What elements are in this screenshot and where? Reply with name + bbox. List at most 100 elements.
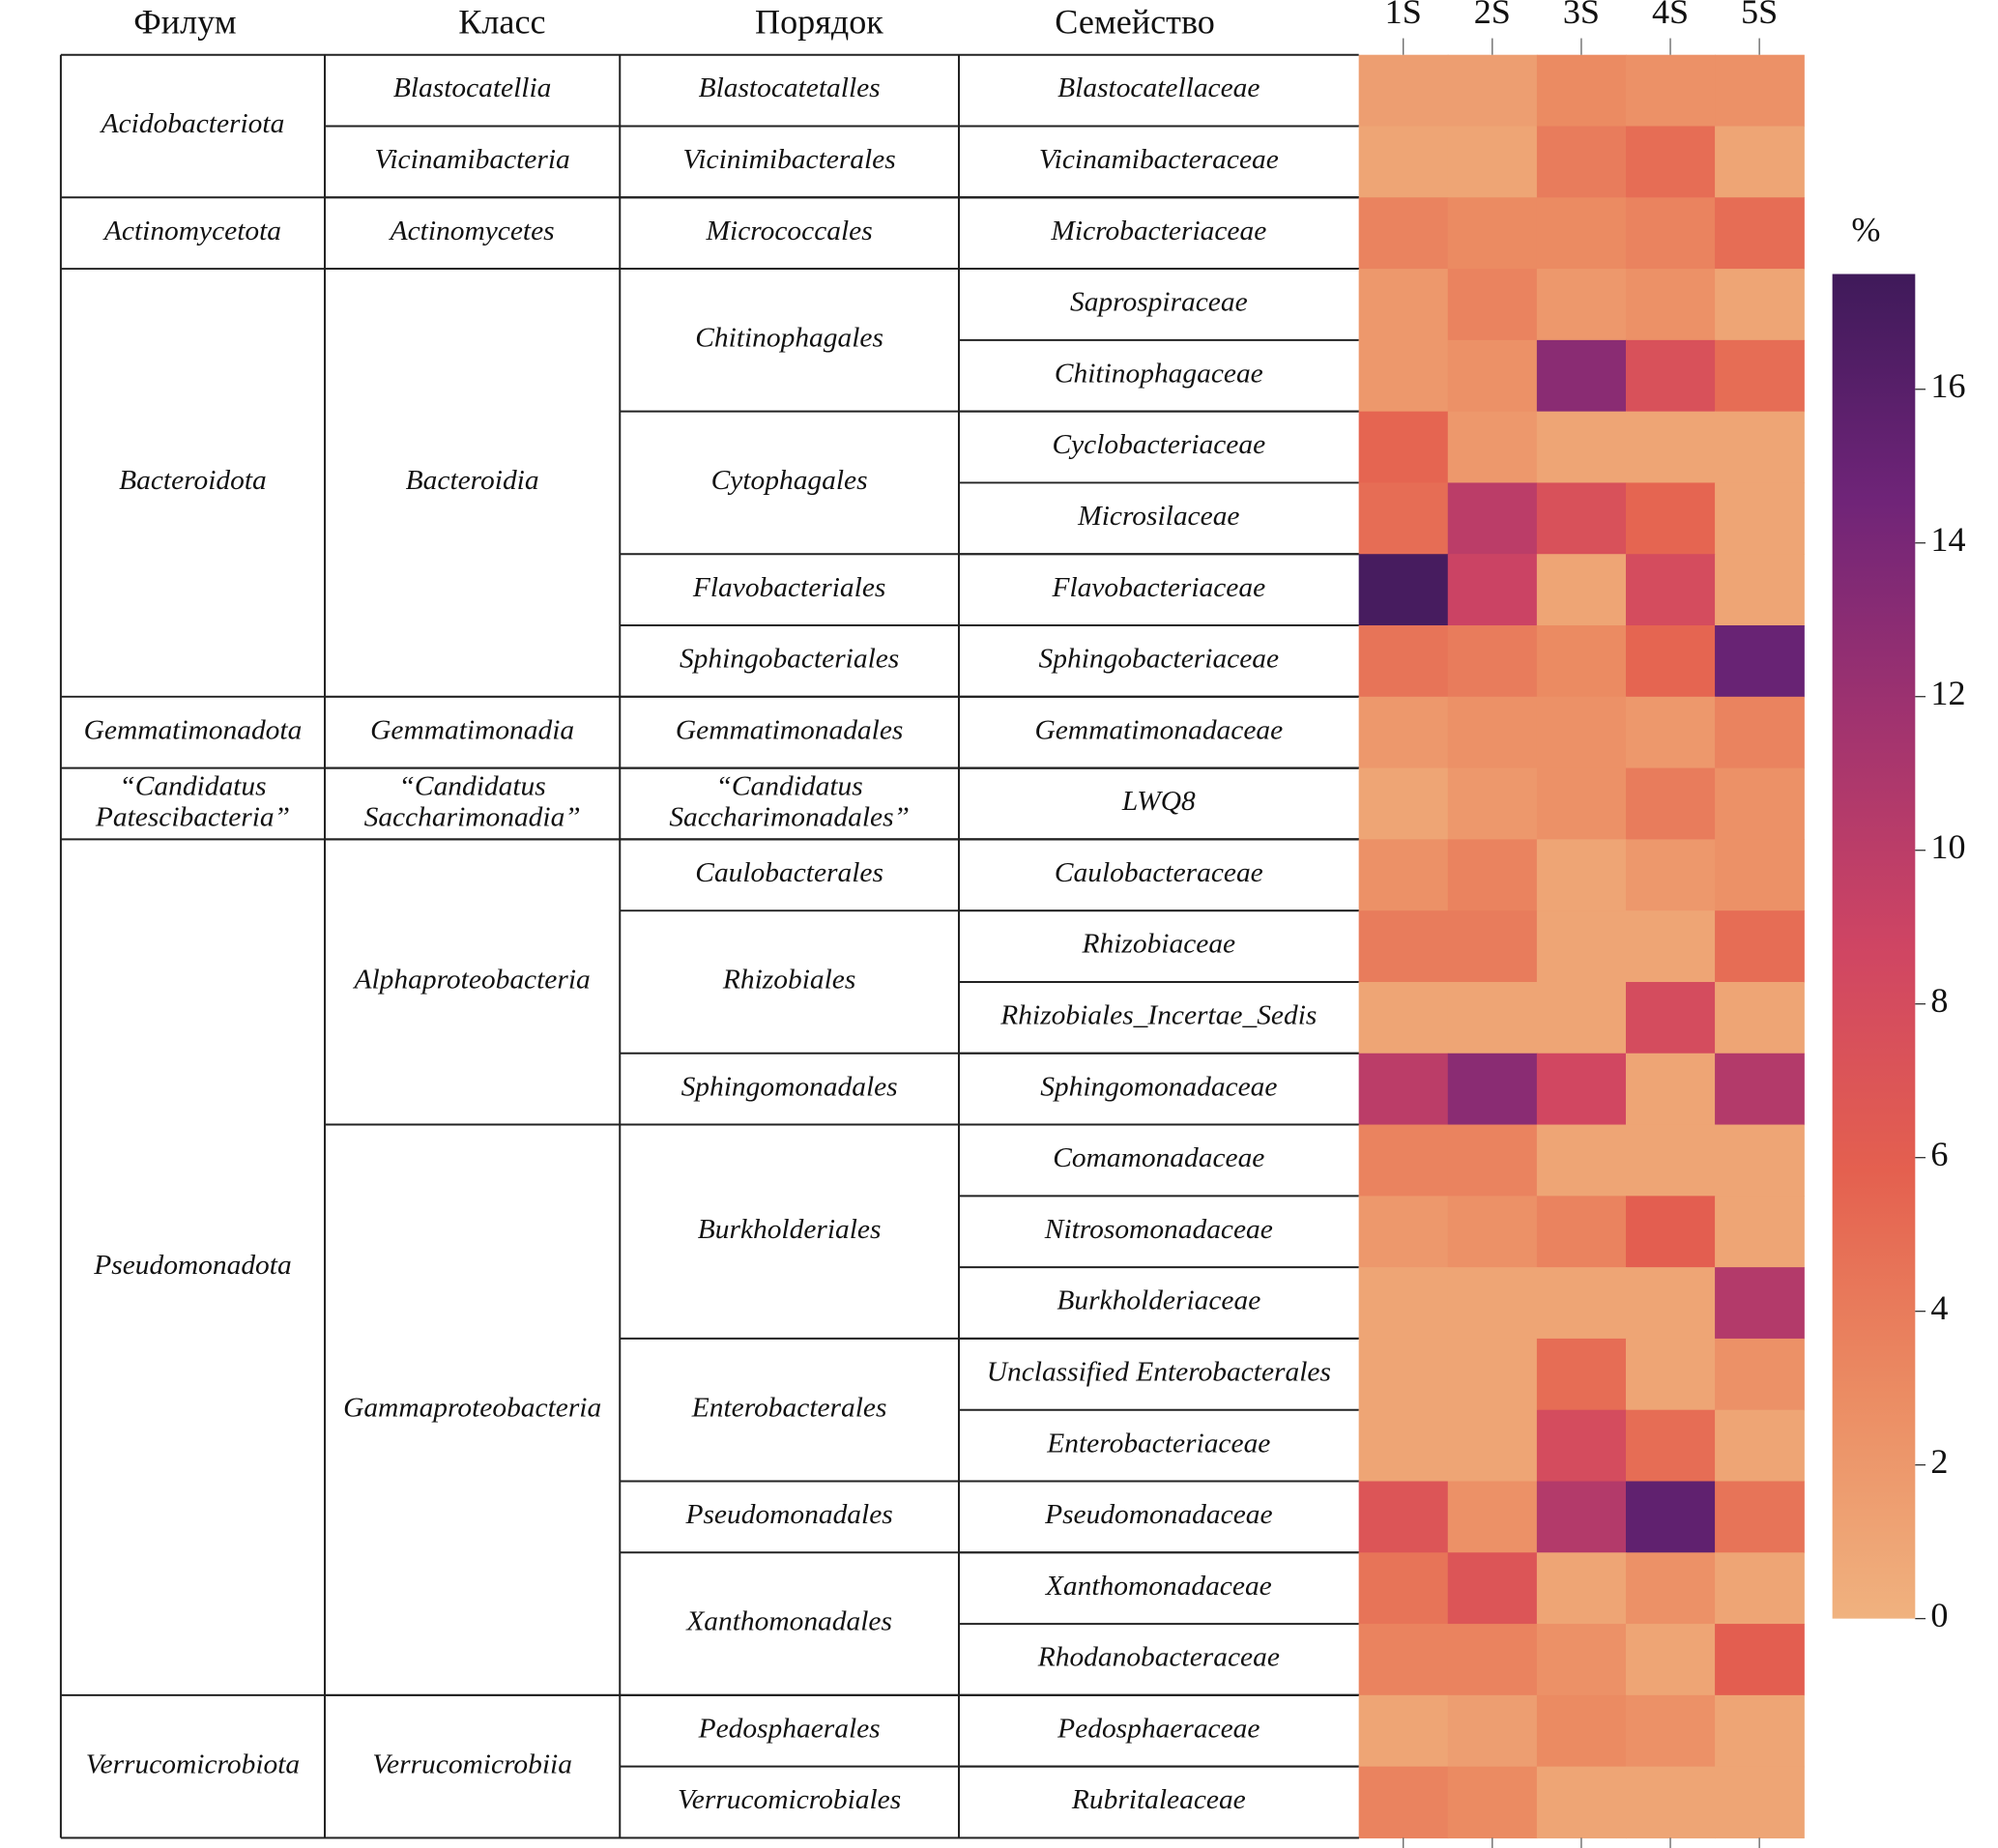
heat-cell	[1536, 1267, 1627, 1340]
column-header: Филум	[133, 3, 236, 42]
heat-cell	[1536, 411, 1627, 484]
order-label: Vicinimibacterales	[683, 144, 896, 175]
heat-cell	[1715, 767, 1805, 841]
heat-cell	[1447, 1053, 1538, 1126]
heat-cell	[1358, 910, 1449, 983]
heat-cell	[1447, 554, 1538, 626]
heat-cell	[1536, 1338, 1627, 1411]
heat-cell	[1625, 126, 1716, 198]
heat-cell	[1358, 1196, 1449, 1268]
family-label: Burkholderiaceae	[1057, 1285, 1260, 1316]
heat-cell	[1715, 482, 1805, 555]
heat-cell	[1447, 1766, 1538, 1839]
order-label: Pedosphaerales	[698, 1714, 881, 1745]
column-label: 2S	[1474, 0, 1511, 31]
family-label: Cyclobacteriaceae	[1052, 429, 1265, 460]
order-label: Sphingobacteriales	[680, 644, 899, 675]
heat-cell	[1447, 625, 1538, 698]
phylum-label: Pseudomonadota	[93, 1250, 291, 1281]
heat-cell	[1447, 1196, 1538, 1268]
heat-cell	[1358, 1481, 1449, 1553]
family-label: Pseudomonadaceae	[1044, 1499, 1272, 1530]
heat-cell	[1715, 1267, 1805, 1340]
heat-cell	[1625, 696, 1716, 769]
heat-cell	[1447, 482, 1538, 555]
heat-cell	[1715, 554, 1805, 626]
colorbar-tick-label: 8	[1930, 981, 1948, 1020]
heat-cell	[1625, 1624, 1716, 1696]
heat-cell	[1715, 1053, 1805, 1126]
heat-cell	[1536, 1694, 1627, 1768]
order-label: Blastocatetalles	[699, 72, 881, 103]
heat-cell	[1536, 339, 1627, 413]
heat-cell	[1625, 1409, 1716, 1483]
heat-cell	[1447, 1694, 1538, 1768]
heat-cell	[1625, 1552, 1716, 1625]
heat-cell	[1536, 981, 1627, 1054]
heat-cell	[1358, 554, 1449, 626]
column-label: 4S	[1652, 0, 1689, 31]
heat-cell	[1447, 1624, 1538, 1696]
order-label: “Candidatus Saccharimonadales”	[669, 771, 910, 832]
heat-cell	[1536, 696, 1627, 769]
heat-cell	[1447, 1124, 1538, 1198]
family-label: Enterobacteriaceae	[1046, 1428, 1270, 1458]
heat-cell	[1358, 767, 1449, 841]
family-label: Nitrosomonadaceae	[1044, 1214, 1273, 1245]
heat-cell	[1625, 625, 1716, 698]
heat-cell	[1536, 269, 1627, 341]
heat-cell	[1358, 1124, 1449, 1198]
heat-cell	[1358, 269, 1449, 341]
heat-cell	[1447, 54, 1538, 128]
heat-cell	[1536, 767, 1627, 841]
heat-cell	[1536, 910, 1627, 983]
family-label: Pedosphaeraceae	[1057, 1714, 1260, 1745]
heat-cell	[1625, 1267, 1716, 1340]
family-label: Microsilaceae	[1077, 501, 1239, 532]
column-header: Порядок	[755, 3, 883, 42]
column-label: 1S	[1385, 0, 1422, 31]
colorbar	[1832, 274, 1916, 1619]
colorbar-tick-label: 0	[1930, 1596, 1948, 1634]
family-label: Saprospiraceae	[1070, 287, 1248, 318]
heat-cell	[1447, 269, 1538, 341]
heat-cell	[1715, 1409, 1805, 1483]
heat-cell	[1625, 767, 1716, 841]
order-label: Xanthomonadales	[685, 1606, 892, 1637]
order-label: Burkholderiales	[698, 1214, 882, 1245]
heat-cell	[1715, 1624, 1805, 1696]
heat-cell	[1447, 126, 1538, 198]
colorbar-tick-label: 10	[1930, 827, 1965, 866]
heat-cell	[1625, 1196, 1716, 1268]
heat-cell	[1536, 126, 1627, 198]
family-label: Unclassified Enterobacterales	[987, 1357, 1331, 1388]
heat-cell	[1536, 1552, 1627, 1625]
family-label: Rhizobiaceae	[1082, 929, 1236, 960]
heat-cell	[1715, 696, 1805, 769]
order-label: Flavobacteriales	[692, 572, 885, 603]
heat-cell	[1625, 54, 1716, 128]
heat-cell	[1358, 339, 1449, 413]
colorbar-tick-label: 4	[1930, 1288, 1948, 1327]
heat-cell	[1358, 625, 1449, 698]
heat-cell	[1715, 1196, 1805, 1268]
phylum-label: Actinomycetota	[102, 216, 281, 246]
family-label: Gemmatimonadaceae	[1034, 715, 1283, 746]
heat-cell	[1536, 197, 1627, 270]
family-label: LWQ8	[1121, 786, 1196, 817]
heat-cell	[1625, 1124, 1716, 1198]
family-label: Flavobacteriaceae	[1051, 572, 1265, 603]
colorbar-tick-label: 12	[1930, 674, 1965, 712]
heat-cell	[1536, 1624, 1627, 1696]
heat-cell	[1715, 1552, 1805, 1625]
heat-cell	[1447, 1267, 1538, 1340]
family-label: Rubritaleaceae	[1071, 1784, 1246, 1815]
order-label: Pseudomonadales	[685, 1499, 893, 1530]
colorbar-tick-label: 16	[1930, 366, 1965, 405]
class-label: Alphaproteobacteria	[353, 965, 591, 996]
heat-cell	[1715, 269, 1805, 341]
heat-cell	[1358, 839, 1449, 911]
heat-cell	[1536, 1409, 1627, 1483]
order-label: Chitinophagales	[695, 323, 883, 354]
